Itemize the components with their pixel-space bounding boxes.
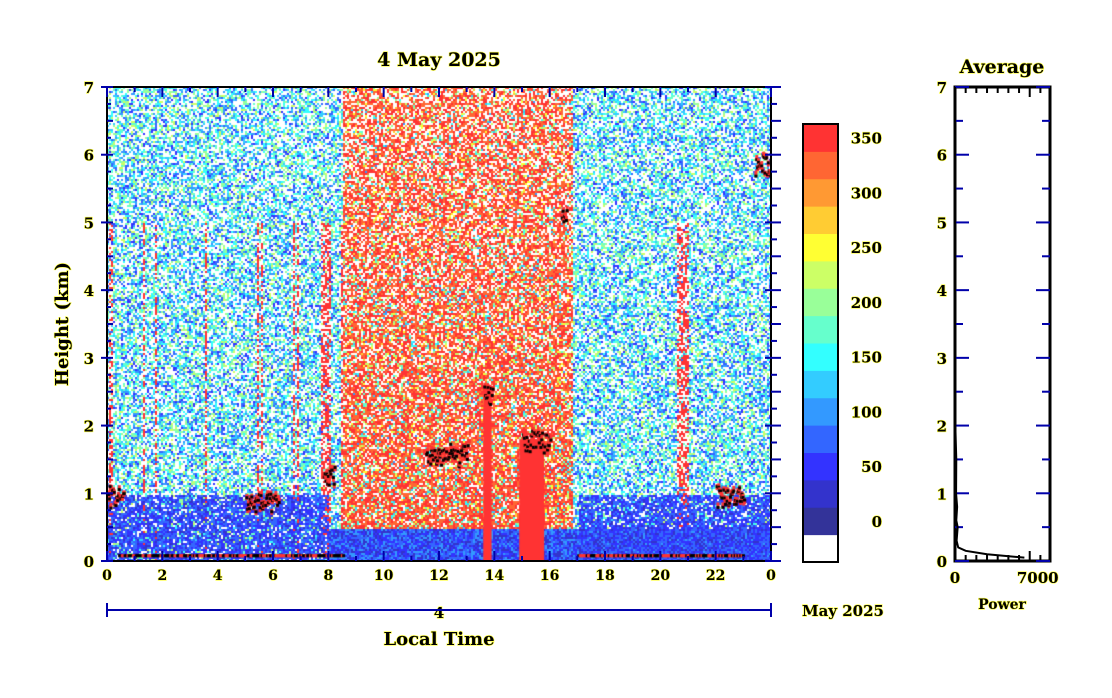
colorbar-band bbox=[803, 206, 838, 234]
colorbar-band bbox=[803, 534, 838, 563]
y-tick-label: 6 bbox=[84, 147, 94, 165]
colorbar-band bbox=[803, 178, 838, 207]
colorbar-band bbox=[803, 124, 838, 152]
colorbar-tick-label: 350 bbox=[851, 130, 882, 148]
x-tick-label: 10 bbox=[374, 568, 394, 584]
profile-y-tick-label: 3 bbox=[937, 350, 947, 368]
y-tick-label: 3 bbox=[84, 350, 94, 368]
y-tick-label: 4 bbox=[84, 282, 94, 300]
colorbar-tick-label: 200 bbox=[851, 294, 882, 312]
x-tick-label: 22 bbox=[706, 568, 725, 584]
colorbar-band bbox=[803, 260, 838, 289]
colorbar-band bbox=[803, 397, 838, 426]
x-tick-label: 8 bbox=[323, 568, 333, 584]
colorbar-tick-label: 100 bbox=[851, 403, 882, 421]
colorbar-band bbox=[803, 507, 838, 536]
profile-frame bbox=[953, 85, 1052, 563]
x-tick-label: 16 bbox=[540, 568, 559, 584]
profile-y-tick-label: 7 bbox=[937, 79, 947, 97]
chart-title: 4 May 2025 bbox=[377, 49, 501, 71]
y-tick-label: 2 bbox=[84, 418, 94, 436]
x-tick-label: 4 bbox=[213, 568, 223, 584]
profile-y-tick-label: 5 bbox=[937, 214, 947, 232]
profile-y-tick-label: 4 bbox=[937, 282, 947, 300]
y-tick-label: 1 bbox=[84, 485, 94, 503]
backscatter-heatmap bbox=[107, 87, 771, 561]
colorbar-band bbox=[803, 452, 838, 481]
profile-x-tick-label: 7000 bbox=[1017, 569, 1059, 587]
x-tick-label: 20 bbox=[651, 568, 671, 584]
colorbar-band bbox=[803, 370, 838, 399]
colorbar-frame bbox=[802, 123, 839, 563]
y-tick-label: 7 bbox=[84, 79, 94, 97]
profile-x-label: Power bbox=[978, 597, 1026, 613]
colorbar-tick-label: 250 bbox=[851, 239, 882, 257]
profile-x-tick-label: 0 bbox=[950, 569, 960, 587]
x-axis-label: Local Time bbox=[383, 629, 494, 650]
y-tick-label: 0 bbox=[84, 553, 94, 571]
colorbar-band bbox=[803, 343, 838, 371]
colorbar-tick-label: 0 bbox=[872, 513, 882, 531]
colorbar-tick-label: 150 bbox=[851, 349, 882, 367]
colorbar-band bbox=[803, 479, 838, 508]
x-tick-label: 2 bbox=[157, 568, 167, 584]
x-tick-label: 0 bbox=[766, 568, 776, 584]
x-tick-label: 0 bbox=[102, 568, 112, 584]
colorbar-band bbox=[803, 151, 838, 180]
colorbar-tick-label: 300 bbox=[851, 184, 882, 202]
date-suffix: May 2025 bbox=[802, 602, 884, 620]
y-axis-label: Height (km) bbox=[52, 262, 73, 386]
colorbar-tick-label: 50 bbox=[861, 458, 882, 476]
colorbar-band bbox=[803, 425, 838, 453]
colorbar-band bbox=[803, 315, 838, 344]
profile-y-tick-label: 2 bbox=[937, 418, 947, 436]
profile-y-tick-label: 1 bbox=[937, 485, 947, 503]
colorbar-band bbox=[803, 233, 838, 262]
colorbar-band bbox=[803, 288, 838, 317]
x-tick-label: 6 bbox=[268, 568, 278, 584]
profile-title: Average bbox=[959, 56, 1045, 78]
y-tick-label: 5 bbox=[84, 214, 94, 232]
profile-y-tick-label: 0 bbox=[937, 553, 947, 571]
profile-y-tick-label: 6 bbox=[937, 147, 947, 165]
x-tick-label: 18 bbox=[595, 568, 614, 584]
average-power-profile bbox=[954, 86, 1025, 559]
x-tick-label: 12 bbox=[429, 568, 448, 584]
plot-frame bbox=[106, 86, 772, 562]
date-bar-label: 4 bbox=[434, 604, 444, 622]
x-tick-label: 14 bbox=[485, 568, 505, 584]
